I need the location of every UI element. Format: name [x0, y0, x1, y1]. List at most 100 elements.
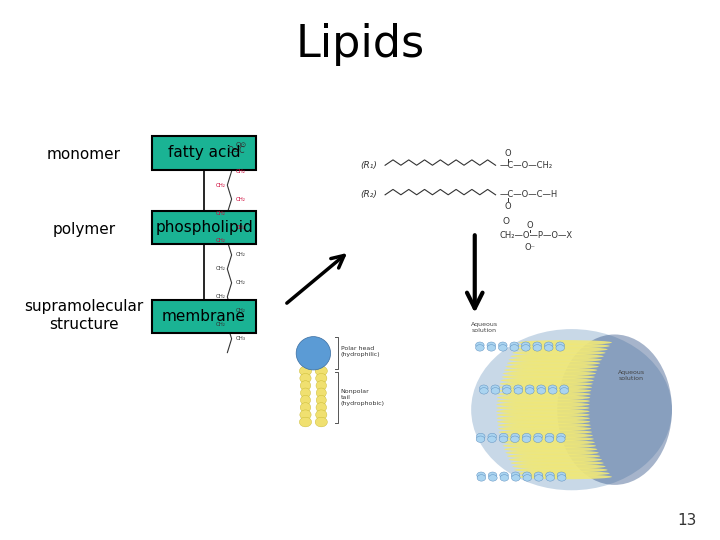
- Circle shape: [544, 345, 553, 351]
- Circle shape: [511, 472, 520, 478]
- Circle shape: [557, 472, 566, 478]
- Circle shape: [480, 388, 488, 394]
- Ellipse shape: [300, 410, 311, 420]
- Ellipse shape: [316, 395, 326, 405]
- Ellipse shape: [498, 423, 590, 428]
- Circle shape: [498, 345, 507, 351]
- Ellipse shape: [498, 426, 591, 431]
- Ellipse shape: [497, 399, 590, 403]
- Ellipse shape: [315, 366, 328, 376]
- Ellipse shape: [315, 417, 328, 427]
- Ellipse shape: [504, 447, 598, 451]
- Circle shape: [476, 436, 485, 442]
- Text: —C—O—CH₂: —C—O—CH₂: [499, 161, 552, 170]
- Ellipse shape: [518, 340, 612, 345]
- Circle shape: [511, 433, 519, 440]
- Ellipse shape: [518, 475, 612, 479]
- Text: O⁻: O⁻: [524, 243, 536, 252]
- Text: CH₂: CH₂: [236, 168, 246, 174]
- Ellipse shape: [516, 343, 610, 348]
- Ellipse shape: [499, 430, 592, 435]
- Ellipse shape: [497, 395, 590, 400]
- Circle shape: [537, 385, 546, 392]
- Text: CH₂: CH₂: [236, 280, 246, 286]
- Text: CH₂: CH₂: [236, 225, 246, 230]
- Circle shape: [534, 436, 542, 442]
- Ellipse shape: [471, 329, 672, 490]
- Circle shape: [521, 345, 530, 351]
- Ellipse shape: [300, 388, 310, 397]
- Ellipse shape: [315, 374, 327, 383]
- Ellipse shape: [498, 388, 591, 393]
- Circle shape: [487, 342, 495, 348]
- Circle shape: [522, 436, 531, 442]
- Circle shape: [546, 472, 554, 478]
- Text: O⊙: O⊙: [235, 142, 246, 148]
- Circle shape: [521, 342, 530, 348]
- Circle shape: [560, 388, 569, 394]
- Ellipse shape: [500, 381, 593, 386]
- Ellipse shape: [496, 413, 590, 417]
- Circle shape: [557, 475, 566, 481]
- Circle shape: [556, 342, 564, 348]
- Text: CH₂—O—P—O—X: CH₂—O—P—O—X: [499, 231, 572, 240]
- Ellipse shape: [499, 385, 592, 390]
- Text: fatty acid: fatty acid: [168, 145, 240, 160]
- Text: O: O: [526, 221, 534, 230]
- FancyBboxPatch shape: [152, 136, 256, 170]
- Ellipse shape: [500, 433, 593, 438]
- Text: CH₂: CH₂: [216, 294, 226, 299]
- Text: 13: 13: [678, 513, 697, 528]
- Ellipse shape: [496, 409, 590, 414]
- Circle shape: [491, 388, 500, 394]
- Circle shape: [480, 385, 488, 392]
- Text: CH₂: CH₂: [236, 308, 246, 313]
- Circle shape: [477, 475, 486, 481]
- Ellipse shape: [504, 368, 598, 373]
- Circle shape: [537, 388, 546, 394]
- Ellipse shape: [507, 454, 600, 458]
- Circle shape: [526, 388, 534, 394]
- Text: phospholipid: phospholipid: [155, 220, 253, 235]
- Circle shape: [477, 472, 485, 478]
- Circle shape: [545, 436, 554, 442]
- FancyBboxPatch shape: [152, 211, 256, 244]
- Ellipse shape: [316, 403, 327, 412]
- Ellipse shape: [510, 461, 603, 465]
- Ellipse shape: [513, 464, 606, 469]
- Circle shape: [533, 345, 541, 351]
- Ellipse shape: [508, 357, 602, 362]
- Ellipse shape: [516, 471, 610, 476]
- Circle shape: [510, 342, 518, 348]
- Text: supramolecular
structure: supramolecular structure: [24, 300, 143, 332]
- Text: CH₃: CH₃: [236, 336, 246, 341]
- Circle shape: [503, 388, 511, 394]
- Circle shape: [510, 345, 518, 351]
- Circle shape: [500, 472, 508, 478]
- Ellipse shape: [316, 388, 326, 397]
- Ellipse shape: [497, 420, 590, 424]
- Circle shape: [534, 475, 543, 481]
- Text: CH₂: CH₂: [216, 266, 226, 272]
- Ellipse shape: [514, 347, 608, 352]
- Text: (R₂): (R₂): [360, 190, 377, 199]
- Circle shape: [487, 436, 496, 442]
- Circle shape: [534, 433, 542, 440]
- Ellipse shape: [498, 392, 590, 396]
- Circle shape: [511, 475, 520, 481]
- Text: CH₂: CH₂: [216, 322, 226, 327]
- Text: CH₂: CH₂: [236, 197, 246, 201]
- Text: Aqueous
solution: Aqueous solution: [618, 370, 645, 381]
- Text: —C—O—C—H: —C—O—C—H: [499, 190, 557, 199]
- FancyBboxPatch shape: [152, 300, 256, 333]
- Text: O: O: [503, 217, 510, 226]
- Text: (R₁): (R₁): [360, 161, 377, 170]
- Text: polymer: polymer: [53, 222, 115, 237]
- Text: CH₂: CH₂: [216, 239, 226, 244]
- Ellipse shape: [496, 406, 590, 410]
- Ellipse shape: [300, 403, 311, 412]
- Text: Nonpolar
tail
(hydrophobic): Nonpolar tail (hydrophobic): [341, 389, 384, 406]
- Ellipse shape: [500, 436, 594, 441]
- Text: Lipids: Lipids: [295, 23, 425, 66]
- Circle shape: [526, 385, 534, 392]
